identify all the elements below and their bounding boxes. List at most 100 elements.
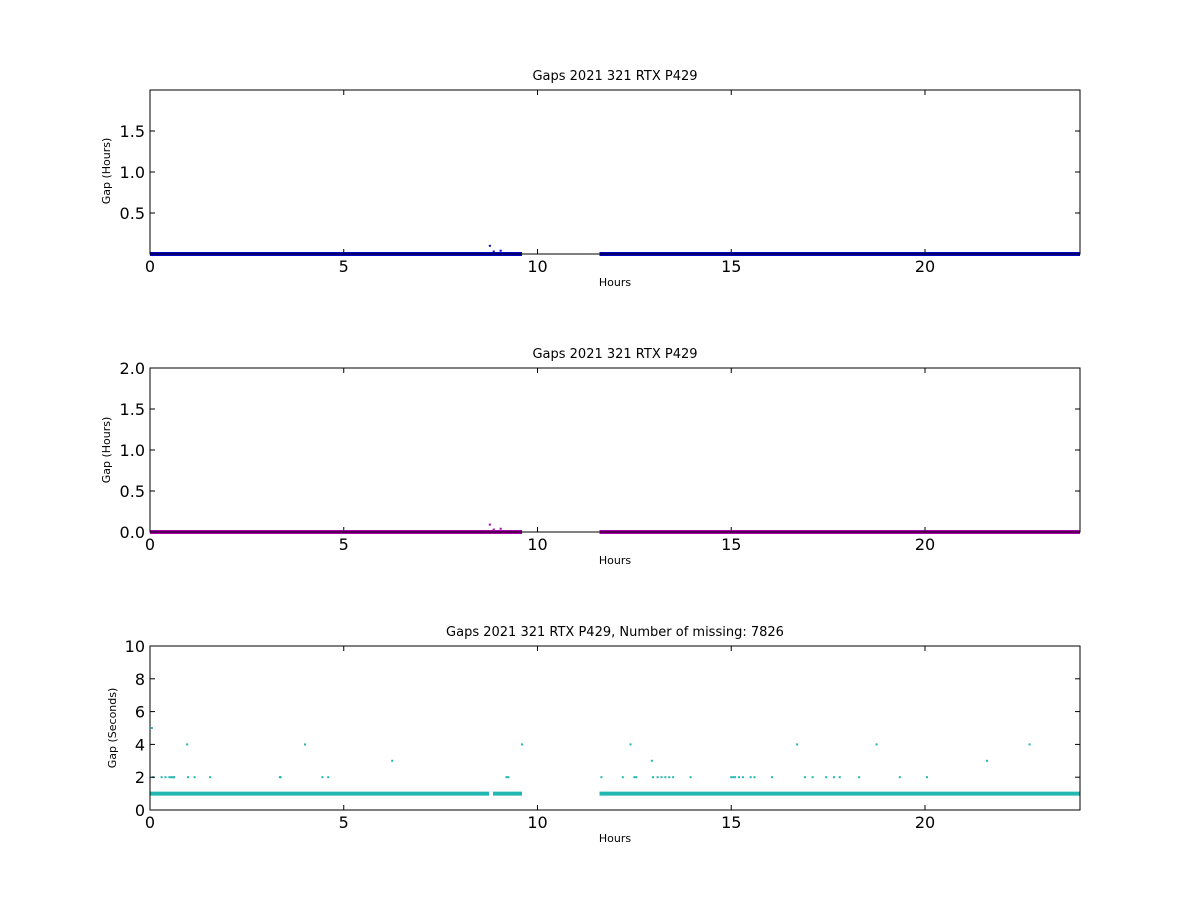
data-point: [672, 776, 675, 779]
axis-ticks: 0 5 10 15 20 0.5 1.0 1.5: [120, 90, 1080, 276]
data-point: [488, 244, 491, 247]
plot-frame: [149, 89, 1081, 255]
x-tick-label: 0: [145, 813, 155, 832]
y-tick-label: 0: [135, 801, 145, 820]
plot-frame: [149, 367, 1081, 533]
x-tick-label: 5: [339, 257, 349, 276]
data-point: [635, 776, 638, 779]
data-point: [738, 776, 740, 779]
data-point: [505, 776, 508, 779]
data-point: [734, 776, 737, 779]
data-point: [832, 776, 835, 779]
y-tick-label: 0.5: [120, 204, 145, 223]
data-point: [492, 528, 495, 531]
x-tick-label: 0: [145, 535, 155, 554]
x-tick-label: 0: [145, 257, 155, 276]
x-tick-label: 15: [721, 535, 741, 554]
gaps-hours-panel-top: Gaps 2021 321 RTX P429 Hours Gap (Hours)…: [100, 69, 1081, 289]
data-point: [507, 776, 510, 779]
data-point: [825, 776, 828, 779]
x-tick-label: 20: [915, 813, 935, 832]
x-axis-label: Hours: [599, 554, 631, 567]
y-tick-label: 1.0: [120, 441, 145, 460]
y-tick-label: 2: [135, 768, 145, 787]
data-point: [664, 776, 667, 779]
data-point: [492, 250, 495, 253]
y-axis-label: Gap (Hours): [100, 417, 113, 484]
data-point: [160, 776, 163, 779]
data-point: [186, 743, 189, 746]
gaps-hours-panel-middle: Gaps 2021 321 RTX P429 Hours Gap (Hours)…: [100, 347, 1081, 567]
data-point: [488, 523, 491, 526]
chart-title: Gaps 2021 321 RTX P429: [532, 69, 697, 84]
x-tick-label: 15: [721, 813, 741, 832]
data-point: [621, 776, 624, 779]
data-point: [650, 759, 653, 762]
data-point: [209, 776, 212, 779]
data-point: [1028, 743, 1031, 746]
y-tick-label: 8: [135, 670, 145, 689]
x-tick-label: 10: [527, 813, 547, 832]
y-axis-label: Gap (Hours): [100, 138, 113, 205]
plot-marks: [150, 244, 1080, 256]
data-point: [803, 776, 806, 779]
chart-title: Gaps 2021 321 RTX P429: [532, 347, 697, 362]
data-point: [193, 776, 196, 779]
y-tick-label: 1.5: [120, 400, 145, 419]
x-tick-label: 5: [339, 535, 349, 554]
data-point: [651, 776, 654, 779]
plot-marks: [150, 523, 1080, 534]
data-point: [811, 776, 814, 779]
data-point: [732, 776, 735, 779]
data-point: [150, 727, 153, 729]
data-point: [986, 759, 988, 762]
data-point: [600, 776, 603, 779]
y-tick-label: 0.5: [120, 482, 145, 501]
x-tick-label: 10: [527, 257, 547, 276]
data-point: [656, 776, 659, 779]
y-tick-label: 4: [135, 735, 145, 754]
data-point: [925, 776, 928, 779]
data-point: [629, 743, 632, 746]
data-point: [770, 776, 773, 779]
y-axis-label: Gap (Seconds): [106, 688, 119, 769]
data-point: [838, 776, 841, 779]
gaps-seconds-panel-bottom: Gaps 2021 321 RTX P429, Number of missin…: [106, 625, 1081, 845]
data-point: [753, 776, 756, 779]
plot-frame: [149, 645, 1081, 811]
data-point: [279, 776, 282, 779]
x-axis-label: Hours: [599, 276, 631, 289]
y-tick-label: 10: [125, 637, 145, 656]
data-point: [898, 776, 901, 779]
x-axis-label: Hours: [599, 832, 631, 845]
y-tick-label: 6: [135, 703, 145, 722]
axis-ticks: 0 5 10 15 20 0 2 4 6 8 10: [125, 637, 1080, 832]
data-point: [391, 759, 394, 762]
data-point: [304, 743, 306, 746]
data-point: [173, 776, 176, 779]
data-point: [749, 776, 752, 779]
y-tick-label: 1.5: [120, 122, 145, 141]
axis-ticks: 0 5 10 15 20 0.0 0.5 1.0 1.5 2.0: [120, 359, 1080, 554]
x-tick-label: 20: [915, 535, 935, 554]
data-point: [499, 527, 502, 530]
x-tick-label: 5: [339, 813, 349, 832]
data-point: [741, 776, 744, 779]
data-point: [668, 776, 671, 779]
data-point: [186, 776, 189, 779]
x-tick-label: 10: [527, 535, 547, 554]
data-point: [875, 743, 878, 746]
chart-title: Gaps 2021 321 RTX P429, Number of missin…: [446, 625, 784, 640]
data-point: [521, 743, 523, 746]
y-tick-label: 0.0: [120, 523, 145, 542]
data-point: [796, 743, 799, 746]
data-point: [168, 776, 171, 779]
data-point: [660, 776, 663, 779]
data-point: [689, 776, 692, 779]
data-point: [321, 776, 324, 779]
data-point: [499, 249, 502, 252]
data-point: [327, 776, 330, 779]
data-point: [164, 776, 167, 779]
x-tick-label: 20: [915, 257, 935, 276]
